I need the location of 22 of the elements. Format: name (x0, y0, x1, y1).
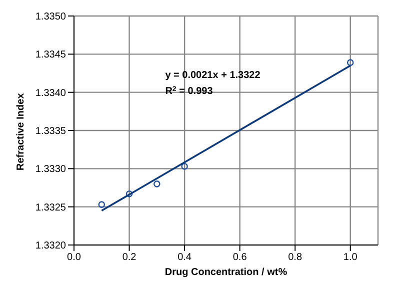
y-tick-label: 1.3325 (35, 202, 66, 214)
y-tick-label: 1.3335 (35, 126, 66, 138)
y-tick-label: 1.3350 (35, 12, 66, 23)
point (126, 190, 133, 198)
x-tick-label: 1.0 (343, 252, 358, 264)
point (181, 162, 188, 170)
y-tick-label: 1.3345 (35, 50, 66, 61)
annotation: R$^{2}$ = 0.993 (165, 86, 214, 97)
x-axis-title: Drug Concentration / wt% (164, 267, 288, 278)
y-tick-label: 1.3320 (35, 240, 66, 252)
x-tick-label: 0.0 (67, 252, 82, 264)
annotation: y = 0.0021x + 1.3322 (165, 70, 261, 81)
y-tick-label: 1.3330 (35, 164, 66, 176)
y-axis-title: Refractive Index (16, 92, 27, 170)
x-tick-label: 0.4 (178, 252, 192, 264)
x-tick-label: 0.8 (288, 252, 302, 264)
x-tick-label: 0.2 (122, 252, 137, 264)
point (346, 59, 354, 66)
y-tick-label: 1.3340 (35, 88, 66, 99)
point (98, 201, 106, 208)
x-tick-label: 0.6 (232, 252, 248, 264)
point (154, 180, 160, 188)
